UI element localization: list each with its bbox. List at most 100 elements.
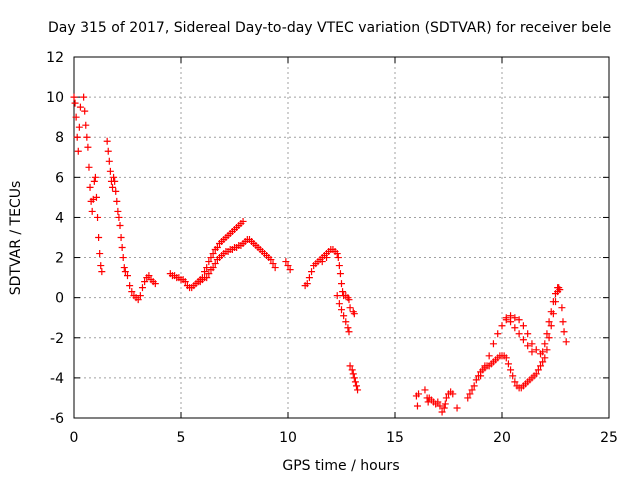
data-point [543, 330, 551, 338]
data-point [115, 213, 123, 221]
data-point [415, 390, 423, 398]
data-point [118, 244, 126, 252]
data-point [116, 221, 124, 229]
y-tick-label: 4 [55, 210, 64, 226]
data-point [98, 268, 106, 276]
y-tick-label: -6 [50, 411, 64, 427]
data-point [537, 362, 545, 370]
data-point [515, 316, 523, 324]
y-axis-label: SDTVAR / TECUs [8, 181, 24, 296]
data-point [203, 264, 211, 272]
x-tick-label: 15 [386, 430, 404, 446]
data-point [539, 348, 547, 356]
data-point [481, 362, 489, 370]
data-point [552, 290, 559, 298]
x-tick-label: 0 [70, 430, 79, 446]
data-point [338, 306, 345, 314]
x-axis-label: GPS time / hours [282, 458, 399, 474]
data-point [74, 147, 82, 155]
data-point [136, 292, 144, 300]
data-point [83, 133, 91, 141]
data-point [80, 93, 88, 101]
data-point [91, 173, 99, 181]
data-point [344, 324, 352, 332]
data-points [70, 93, 570, 416]
chart-title: Day 315 of 2017, Sidereal Day-to-day VTE… [48, 20, 611, 36]
data-point [181, 278, 189, 286]
data-point [308, 268, 316, 276]
y-tick-label: -2 [50, 331, 64, 347]
data-point [97, 262, 105, 270]
x-tick-label: 20 [493, 430, 511, 446]
data-point [511, 314, 519, 322]
data-point [72, 113, 80, 121]
data-point [498, 322, 506, 330]
axis-ticks: 0 5 10 15 20 25 -6 -4 -2 0 2 4 6 8 10 12 [46, 50, 618, 446]
data-point [528, 348, 536, 356]
data-point [421, 386, 429, 394]
data-point [282, 258, 290, 266]
grid [74, 57, 609, 418]
data-point [528, 340, 536, 348]
data-point [466, 390, 474, 398]
data-point [351, 378, 359, 386]
data-point [350, 310, 358, 318]
x-tick-label: 5 [177, 430, 186, 446]
data-point [269, 260, 277, 268]
data-point [470, 382, 478, 390]
data-point [109, 183, 117, 191]
data-point [477, 372, 485, 380]
data-point [267, 256, 275, 264]
data-point [345, 296, 353, 304]
data-point [286, 266, 294, 274]
data-point [556, 286, 564, 294]
data-point [464, 394, 472, 402]
data-point [318, 258, 326, 266]
data-point [110, 173, 118, 181]
data-point [124, 272, 131, 280]
data-point [560, 328, 568, 336]
data-point [545, 334, 553, 342]
x-tick-label: 10 [279, 430, 297, 446]
data-point [349, 370, 357, 378]
data-point [519, 336, 527, 344]
data-point [196, 278, 204, 286]
data-point [543, 346, 551, 354]
data-point [76, 103, 84, 111]
data-point [105, 157, 113, 165]
data-point [504, 360, 512, 368]
data-point [507, 312, 515, 320]
data-point [489, 340, 497, 348]
y-tick-label: 0 [55, 291, 64, 307]
data-point [502, 314, 510, 322]
data-point [436, 402, 444, 410]
data-point [524, 330, 532, 338]
data-point [209, 250, 217, 258]
data-point [440, 404, 448, 412]
data-point [434, 398, 442, 406]
data-point [151, 280, 159, 288]
y-tick-label: 10 [46, 90, 64, 106]
data-point [511, 378, 519, 386]
data-point [81, 107, 89, 115]
data-point [128, 288, 136, 296]
data-point [84, 143, 92, 151]
data-point [334, 254, 342, 262]
data-point [305, 274, 313, 282]
data-point [562, 338, 570, 346]
data-point [95, 234, 103, 241]
data-point [559, 318, 567, 326]
data-point [507, 366, 515, 374]
data-point [547, 322, 555, 330]
data-point [121, 268, 129, 276]
data-point [323, 254, 331, 262]
data-point [104, 147, 112, 155]
data-point [113, 197, 121, 205]
data-point [352, 382, 360, 390]
data-point [547, 308, 555, 316]
data-point [339, 288, 347, 296]
data-point [86, 183, 94, 191]
data-point [507, 318, 515, 326]
data-point [333, 250, 341, 258]
data-point [515, 330, 523, 338]
